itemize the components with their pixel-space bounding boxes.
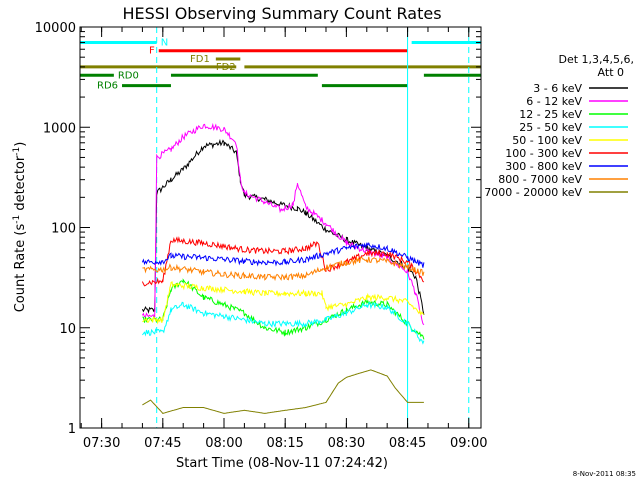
legend-label: 3 - 6 keV	[533, 82, 582, 95]
y-axis-ticks: 1 10 100 1000 10000	[35, 21, 481, 437]
flag-label-fd1: FD1	[190, 54, 210, 65]
time-markers	[79, 27, 470, 428]
y-tick-label: 10	[59, 322, 76, 337]
legend-label: 12 - 25 keV	[519, 108, 582, 121]
x-tick-label: 08:15	[266, 436, 303, 451]
series-line-2	[142, 278, 425, 340]
series-layer	[141, 122, 425, 414]
series-line-4	[142, 281, 425, 325]
y-axis-title: Count Rate (s-1 detector-1)	[12, 142, 28, 313]
legend-label: 800 - 7000 keV	[498, 173, 582, 186]
x-axis-ticks: 07:30 07:45 08:00 08:15 08:30 08:45 09:00	[80, 27, 487, 451]
series-line-8	[142, 369, 424, 414]
x-tick-label: 08:30	[328, 436, 365, 451]
series-line-5	[141, 236, 425, 287]
series-line-0	[141, 138, 425, 316]
chart-title: HESSI Observing Summary Count Rates	[122, 4, 441, 23]
series-line-6	[141, 241, 425, 268]
series-line-3	[142, 301, 425, 345]
series-line-7	[142, 256, 425, 282]
x-tick-label: 09:00	[450, 436, 487, 451]
flag-label-n: N	[161, 38, 168, 49]
x-axis-title: Start Time (08-Nov-11 07:24:42)	[176, 456, 388, 471]
footer-timestamp: 8-Nov-2011 08:35	[573, 470, 636, 478]
series-line-1	[141, 122, 425, 326]
legend-label: 300 - 800 keV	[505, 160, 582, 173]
legend-label: 7000 - 20000 keV	[484, 186, 582, 199]
plot-frame	[79, 26, 482, 429]
flag-label-rd6: RD6	[97, 81, 118, 92]
legend-header-detectors: Det 1,3,4,5,6,	[558, 53, 634, 66]
y-tick-label: 1	[68, 422, 76, 437]
legend-label: 50 - 100 keV	[512, 134, 582, 147]
flag-label-fd2: FD2	[216, 62, 236, 73]
legend-header-attenuator: Att 0	[598, 66, 624, 79]
x-tick-label: 08:45	[389, 436, 426, 451]
y-tick-label: 100	[51, 222, 76, 237]
x-tick-label: 07:30	[83, 436, 120, 451]
flag-label-rd0: RD0	[118, 70, 139, 81]
legend-label: 100 - 300 keV	[505, 147, 582, 160]
x-tick-label: 07:45	[144, 436, 181, 451]
y-tick-label: 1000	[43, 121, 76, 136]
y-tick-label: 10000	[35, 21, 76, 36]
legend-label: 6 - 12 keV	[526, 95, 582, 108]
legend-label: 25 - 50 keV	[519, 121, 582, 134]
flag-label-f: F	[149, 46, 155, 57]
x-tick-label: 08:00	[205, 436, 242, 451]
